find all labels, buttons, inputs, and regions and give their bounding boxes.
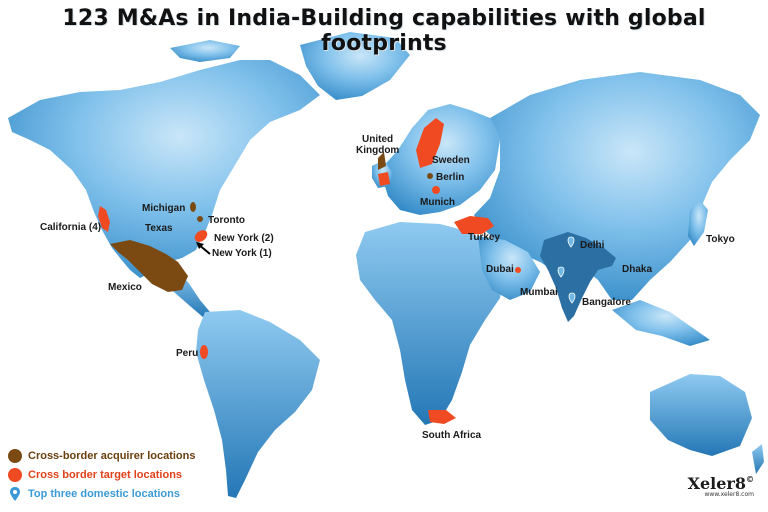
label-berlin: Berlin — [436, 172, 465, 183]
japan-islands — [688, 200, 708, 246]
label-turkey: Turkey — [468, 232, 501, 243]
africa-landmass — [356, 222, 505, 425]
legend-label-acquirer: Cross-border acquirer locations — [28, 449, 196, 462]
target-region-turkey — [454, 216, 494, 234]
label-tokyo: Tokyo — [706, 234, 735, 245]
target-region-uk — [378, 172, 390, 186]
acquirer-region-uk — [378, 152, 386, 170]
acquirer-region-toronto — [197, 216, 203, 222]
acquirer-region-berlin — [427, 173, 433, 179]
target-region-new-york — [194, 230, 208, 242]
north-america-landmass — [8, 60, 320, 278]
logo-url: www.xeler8.com — [704, 491, 755, 498]
target-region-california — [98, 206, 110, 232]
label-south-africa: South Africa — [422, 430, 482, 441]
location-pin-icon-delhi — [567, 236, 575, 248]
label-sweden: Sweden — [432, 155, 470, 166]
new-zealand-islands — [752, 444, 764, 474]
se-asia-islands — [612, 300, 710, 346]
legend-item-domestic: Top three domestic locations — [8, 484, 196, 503]
arctic-islands — [170, 40, 240, 62]
legend-item-acquirer: Cross-border acquirer locations — [8, 446, 196, 465]
red-dot-icon — [8, 467, 22, 482]
label-united-kingdom-line2: Kingdom — [356, 145, 400, 156]
label-texas: Texas — [145, 223, 173, 234]
label-dhaka: Dhaka — [622, 264, 653, 275]
label-munich: Munich — [420, 197, 455, 208]
south-america-landmass — [196, 310, 320, 498]
label-california: California (4) — [40, 222, 102, 233]
xeler8-logo: Xeler8© www.xeler8.com — [688, 474, 754, 498]
page-title: 123 M&As in India-Building capabilities … — [62, 6, 706, 56]
target-region-munich — [432, 186, 440, 194]
label-bangalore: Bangalore — [582, 297, 631, 308]
label-peru: Peru — [176, 348, 199, 359]
new-york-arrow-head — [196, 242, 204, 249]
location-pin-icon-bangalore — [568, 292, 576, 304]
acquirer-region-michigan — [190, 202, 196, 212]
label-new-york-2: New York (2) — [214, 233, 274, 244]
arabian-peninsula — [478, 236, 540, 300]
location-pin-icon — [10, 486, 20, 501]
target-region-sweden — [416, 118, 444, 168]
label-mexico: Mexico — [108, 282, 142, 293]
label-michigan: Michigan — [142, 203, 186, 214]
target-region-south-africa — [428, 410, 456, 424]
target-region-dubai — [515, 267, 521, 273]
map-legend: Cross-border acquirer locations Cross bo… — [8, 446, 196, 503]
legend-label-target: Cross border target locations — [28, 468, 183, 481]
label-toronto: Toronto — [208, 215, 246, 226]
label-new-york-1: New York (1) — [212, 248, 272, 259]
logo-name: Xeler8 — [687, 474, 746, 493]
label-mumbai: Mumbai — [520, 287, 558, 298]
logo-copyright: © — [746, 474, 754, 484]
legend-label-domestic: Top three domestic locations — [28, 487, 180, 500]
brown-dot-icon — [8, 448, 22, 463]
acquirer-region-mexico — [110, 240, 188, 292]
legend-item-target: Cross border target locations — [8, 465, 196, 484]
greenland-landmass — [300, 32, 410, 100]
india-region — [540, 232, 616, 322]
label-delhi: Delhi — [580, 240, 605, 251]
label-united-kingdom-line1: United — [362, 134, 394, 145]
australia-landmass — [650, 374, 752, 456]
europe-landmass — [380, 104, 500, 215]
target-region-peru — [200, 345, 208, 359]
location-pin-icon-mumbai — [557, 266, 565, 278]
label-dubai: Dubai — [486, 264, 514, 275]
